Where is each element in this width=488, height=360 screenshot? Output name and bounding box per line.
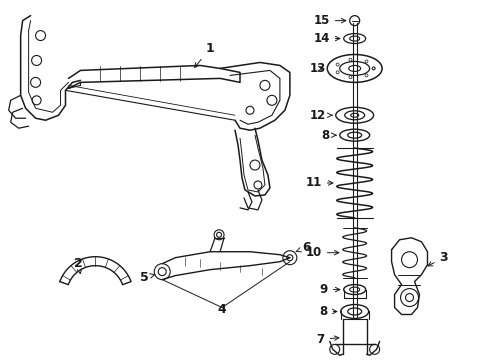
Text: 8: 8 xyxy=(319,305,336,318)
Text: 13: 13 xyxy=(309,62,325,75)
Text: 4: 4 xyxy=(217,303,226,316)
Text: 15: 15 xyxy=(313,14,345,27)
Text: 11: 11 xyxy=(305,176,332,189)
Text: 2: 2 xyxy=(74,257,82,274)
Text: 6: 6 xyxy=(296,241,310,254)
Text: 9: 9 xyxy=(319,283,339,296)
Text: 7: 7 xyxy=(316,333,338,346)
Text: 10: 10 xyxy=(305,246,338,259)
Text: 5: 5 xyxy=(139,271,154,284)
Text: 14: 14 xyxy=(313,32,339,45)
Text: 3: 3 xyxy=(427,251,447,266)
Text: 12: 12 xyxy=(309,109,331,122)
Text: 1: 1 xyxy=(194,42,214,67)
Text: 8: 8 xyxy=(321,129,335,142)
